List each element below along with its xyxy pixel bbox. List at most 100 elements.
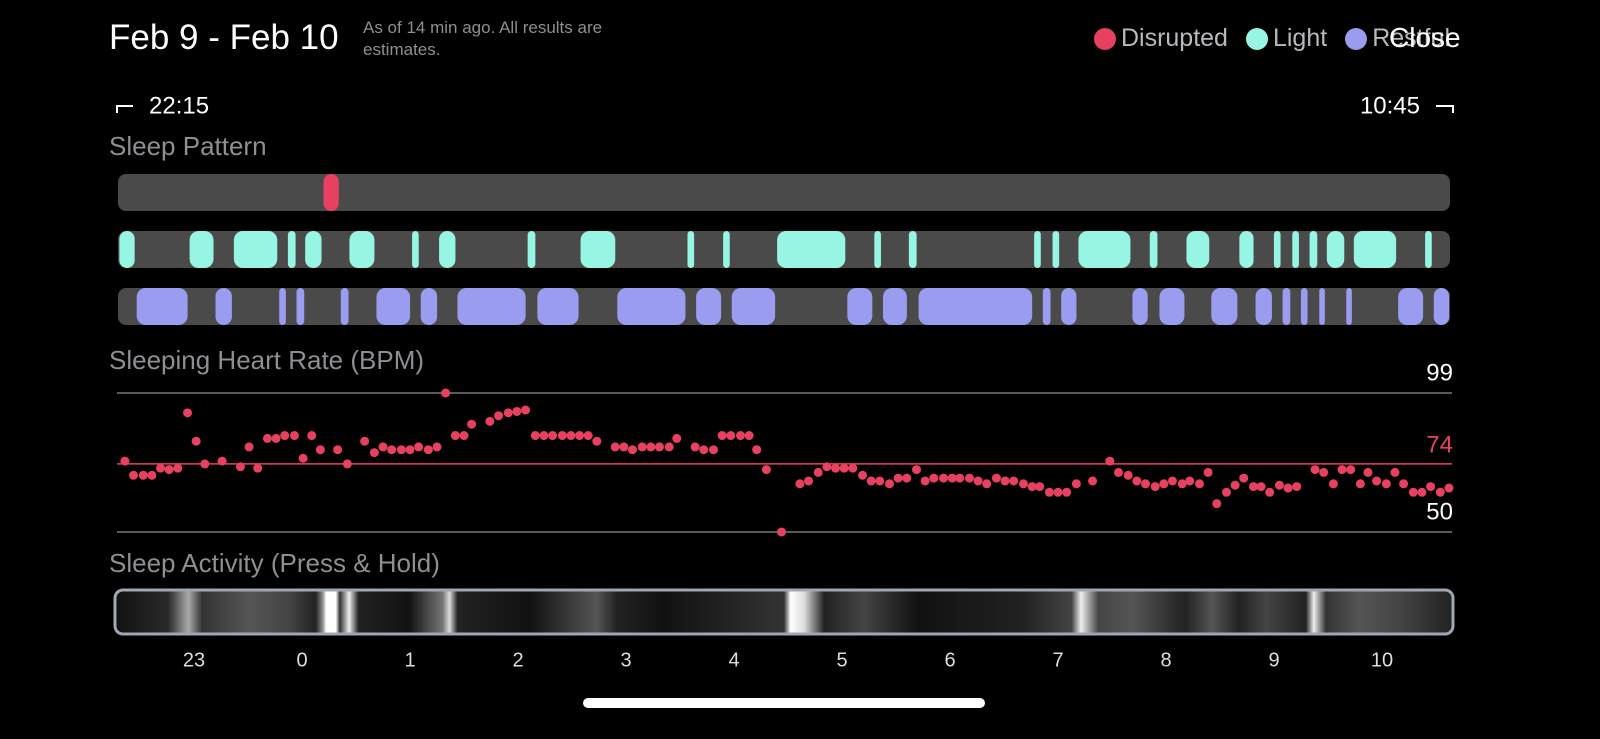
- heart-rate-dot: [822, 462, 832, 472]
- legend-dot: [1245, 27, 1268, 50]
- stage-track: [118, 174, 1450, 211]
- close-button[interactable]: Close: [1389, 22, 1461, 53]
- heart-rate-dot: [147, 470, 157, 480]
- chart-title: Sleep Activity (Press & Hold): [109, 548, 440, 578]
- heart-rate-dot: [378, 442, 388, 452]
- heart-rate-dot: [1328, 479, 1338, 489]
- heart-rate-dot: [839, 463, 849, 473]
- x-tick-label: 2: [512, 649, 523, 671]
- heart-rate-dot: [866, 476, 876, 486]
- heart-rate-dot: [1203, 467, 1213, 477]
- heart-rate-dot: [1088, 476, 1098, 486]
- x-tick-label: 5: [836, 649, 847, 671]
- heart-rate-dot: [557, 431, 567, 441]
- stage-segment: [723, 231, 730, 268]
- x-tick-label: 3: [620, 649, 631, 671]
- heart-rate-dot: [1444, 483, 1454, 493]
- heart-rate-dot: [120, 456, 130, 466]
- heart-rate-dot: [423, 445, 433, 455]
- stage-segment: [1309, 231, 1318, 268]
- stage-segment: [1239, 231, 1254, 268]
- heart-rate-dot: [973, 476, 983, 486]
- stage-segment: [527, 231, 536, 268]
- heart-rate-dot: [1113, 467, 1123, 477]
- heart-rate-dot: [1027, 482, 1037, 492]
- heart-rate-dot: [761, 465, 771, 475]
- heart-rate-dot: [1212, 499, 1222, 509]
- heart-rate-dot: [566, 431, 576, 441]
- stage-segment: [1159, 288, 1185, 325]
- stage-segment: [119, 231, 135, 268]
- heart-rate-dot: [654, 442, 664, 452]
- stage-segment: [296, 288, 305, 325]
- end-bracket: [1436, 105, 1454, 113]
- stage-segment: [279, 288, 286, 325]
- heart-rate-dot: [1372, 476, 1382, 486]
- stage-segment: [1433, 288, 1450, 325]
- heart-rate-dot: [1035, 482, 1045, 492]
- heart-rate-dot: [708, 445, 718, 455]
- heart-rate-dot: [672, 433, 682, 443]
- heart-rate-dot: [1123, 470, 1133, 480]
- heart-rate-dot: [183, 408, 193, 418]
- stage-segment: [580, 231, 616, 268]
- heart-rate-dot: [1239, 473, 1249, 483]
- heart-rate-dot: [1177, 479, 1187, 489]
- heart-rate-dot: [947, 473, 957, 483]
- heart-rate-dot: [795, 479, 805, 489]
- legend-item: Disrupted: [1093, 24, 1228, 53]
- heart-rate-dot: [1265, 487, 1275, 497]
- stage-segment: [1255, 288, 1272, 325]
- heart-rate-dot: [200, 459, 210, 469]
- heart-rate-dot: [1159, 479, 1169, 489]
- x-tick-label: 4: [728, 649, 739, 671]
- stage-segment: [1282, 288, 1291, 325]
- heart-rate-dot: [156, 463, 166, 473]
- heart-rate-dot: [912, 465, 922, 475]
- legend-dot: [1345, 27, 1368, 50]
- heart-rate-dot: [342, 459, 352, 469]
- heart-rate-dot: [450, 431, 460, 441]
- heart-rate-dot: [129, 470, 139, 480]
- stage-segment: [908, 231, 917, 268]
- heart-rate-dot: [575, 431, 585, 441]
- heart-rate-dot: [494, 411, 504, 421]
- heart-rate-dot: [955, 473, 965, 483]
- heart-rate-dot: [1363, 467, 1373, 477]
- heart-rate-dot: [1310, 465, 1320, 475]
- heart-rate-dot: [875, 476, 885, 486]
- heart-rate-dot: [459, 431, 469, 441]
- heart-rate-dot: [307, 431, 317, 441]
- heart-rate-dot: [699, 445, 709, 455]
- stage-segment: [1353, 231, 1397, 268]
- heart-rate-dot: [432, 442, 442, 452]
- heart-rate-dot: [1053, 487, 1063, 497]
- heart-rate-dot: [271, 433, 281, 443]
- stage-segment: [323, 174, 339, 211]
- heart-rate-dot: [619, 442, 629, 452]
- legend-item: Light: [1245, 24, 1327, 53]
- stage-segment: [1425, 231, 1432, 268]
- heart-rate-dot: [1292, 482, 1302, 492]
- heart-rate-dot: [280, 431, 290, 441]
- stage-segment: [136, 288, 188, 325]
- stage-segment: [439, 231, 456, 268]
- stage-segment: [696, 288, 722, 325]
- heart-rate-dot: [1105, 456, 1115, 466]
- stage-segment: [918, 288, 1033, 325]
- heart-rate-dot: [414, 442, 424, 452]
- legend-item: Restful: [1345, 24, 1450, 53]
- heart-rate-dot: [138, 470, 148, 480]
- heart-rate-dot: [1000, 476, 1010, 486]
- x-tick-label: 10: [1371, 649, 1393, 671]
- x-tick-label: 8: [1160, 649, 1171, 671]
- heart-rate-dot: [1009, 476, 1019, 486]
- start-time: 22:15: [149, 92, 209, 119]
- heart-rate-dot: [902, 473, 912, 483]
- stage-segment: [537, 288, 579, 325]
- stage-segment: [1078, 231, 1131, 268]
- heart-rate-dot: [920, 476, 930, 486]
- heart-rate-dot: [1185, 476, 1195, 486]
